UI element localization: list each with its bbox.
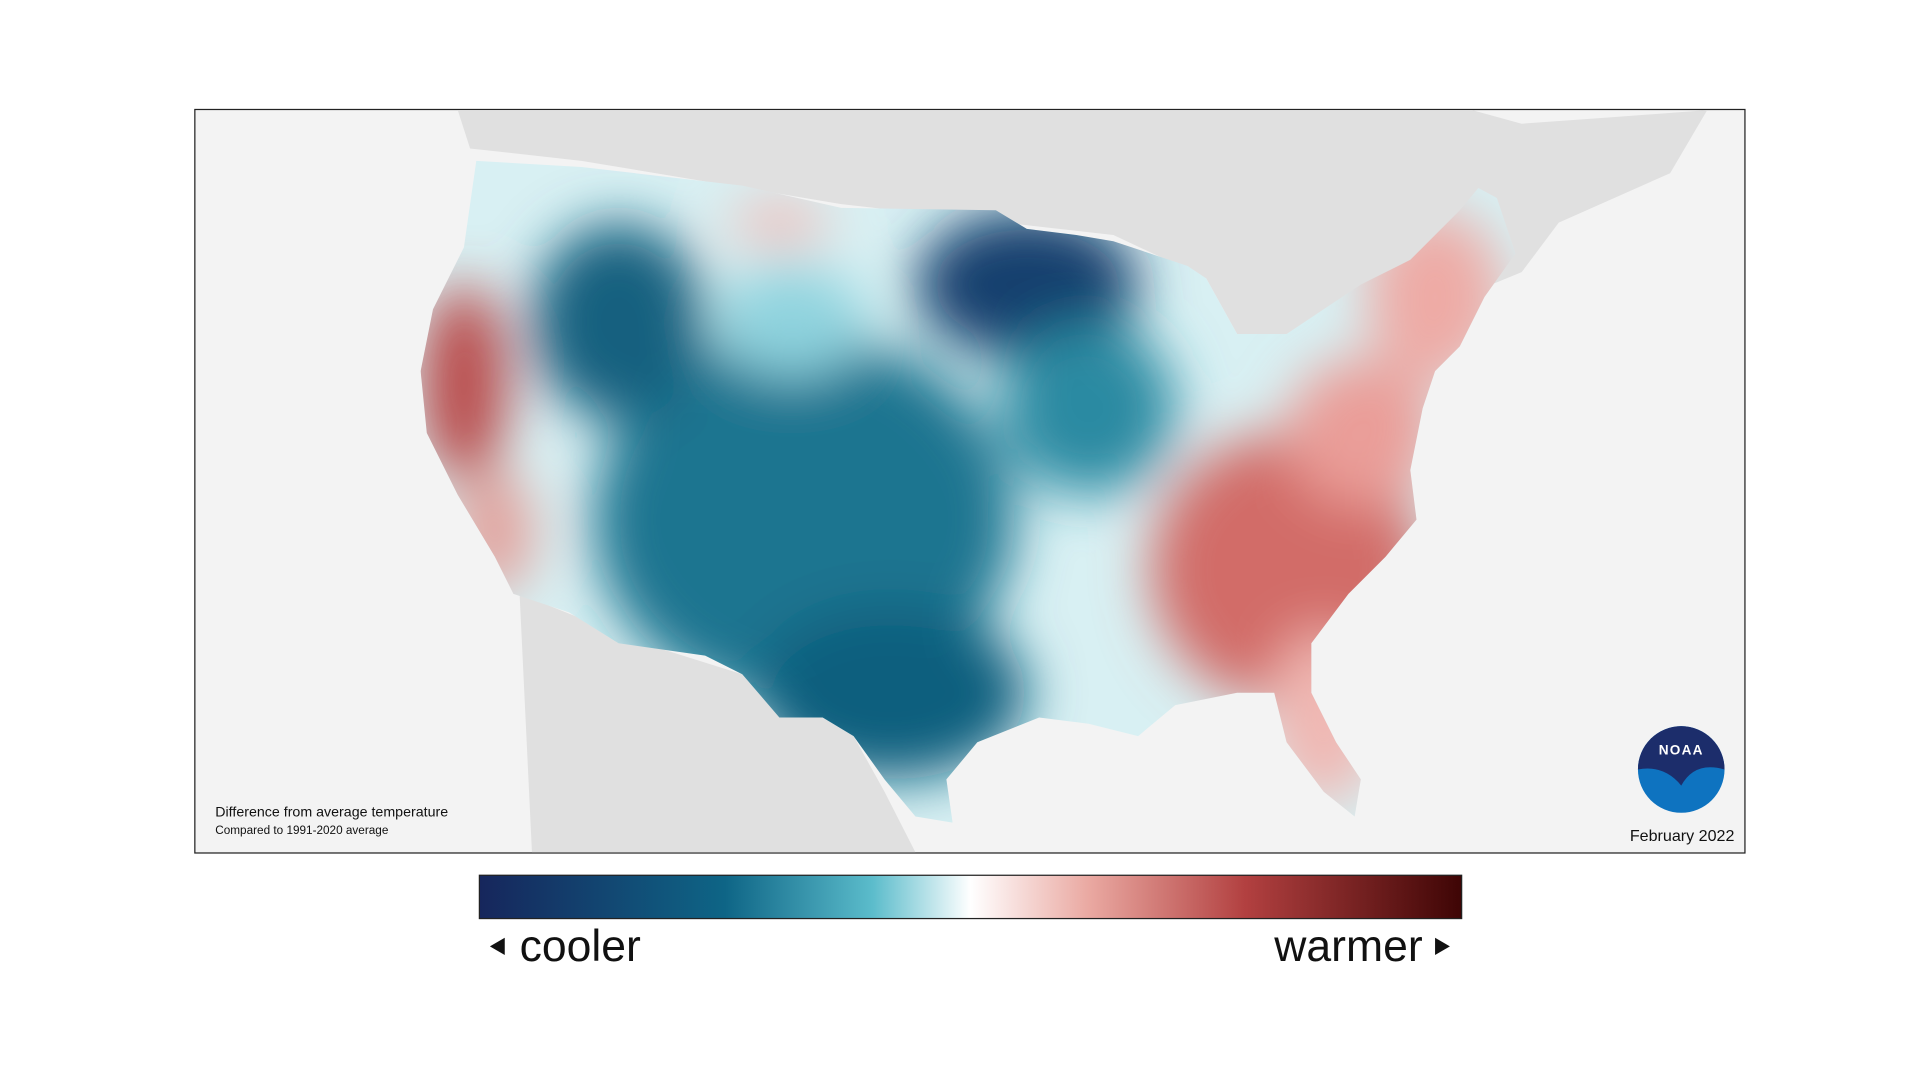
noaa-logo-top: [1637, 726, 1725, 786]
warmer-arrow: [1435, 937, 1450, 956]
legend-low-label: cooler: [520, 922, 641, 971]
cooler-arrow: [489, 937, 505, 956]
caption-title: Difference from average temperature: [215, 804, 448, 820]
noaa-logo-text: NOAA: [1659, 743, 1704, 758]
mexico-land: [519, 593, 916, 853]
color-scale: [478, 874, 1463, 920]
map-date: February 2022: [1630, 827, 1735, 845]
caption-subtitle: Compared to 1991-2020 average: [215, 824, 389, 837]
legend-high-label: warmer: [1273, 922, 1423, 971]
